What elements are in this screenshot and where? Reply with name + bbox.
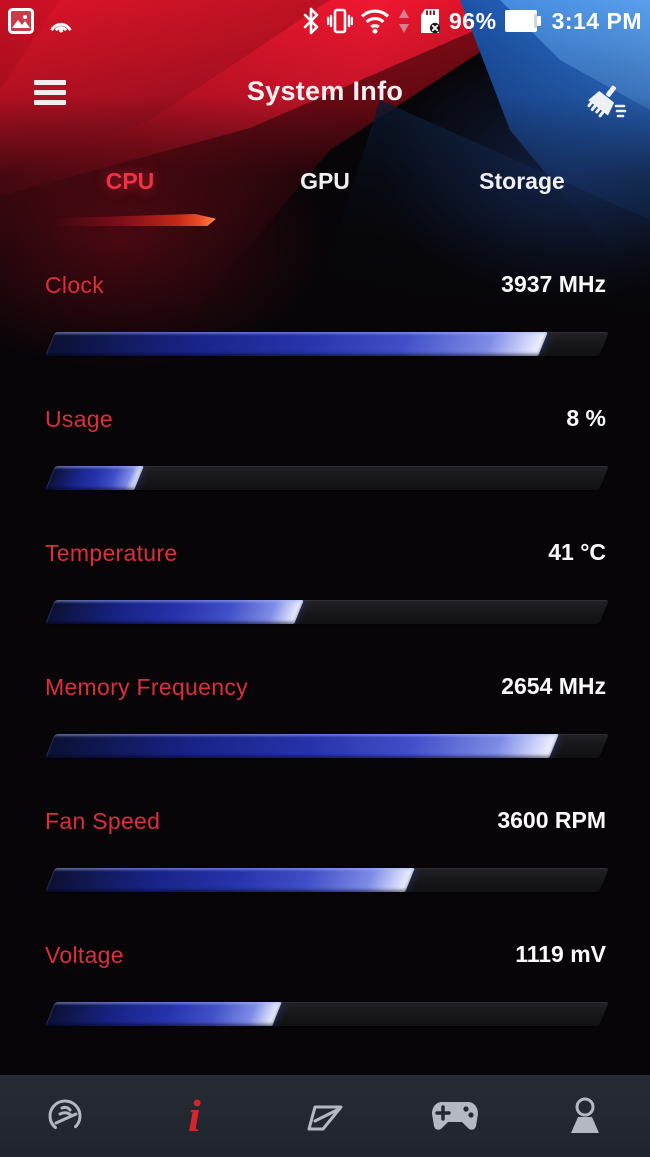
sd-card-icon (421, 9, 441, 34)
clean-button[interactable] (582, 82, 628, 124)
stat-label: Memory Frequency (45, 674, 248, 700)
progress-fill (45, 868, 415, 892)
header: System Info (0, 68, 650, 132)
stat-label: Clock (45, 272, 105, 298)
dashboard-icon (48, 1099, 82, 1133)
profile-icon (571, 1097, 599, 1133)
stat-value: 3600 RPM (497, 807, 606, 833)
stat-row-clock: Clock 3937 MHz (0, 262, 650, 382)
stat-value: 8 % (566, 405, 606, 431)
progress-fill (45, 734, 559, 758)
bluetooth-icon (303, 7, 319, 35)
stat-value: 41 °C (548, 539, 606, 565)
nav-dashboard[interactable] (0, 1075, 130, 1157)
gamepad-icon (432, 1102, 478, 1130)
tab-storage[interactable]: Storage (479, 168, 565, 194)
stat-row-memory-frequency: Memory Frequency 2654 MHz (0, 664, 650, 784)
stat-value: 1119 mV (515, 941, 606, 967)
wifi-icon (360, 9, 390, 34)
progress-track (45, 466, 609, 490)
stat-value: 2654 MHz (501, 673, 606, 699)
active-tab-indicator (44, 214, 216, 226)
clock-time: 3:14 PM (551, 7, 642, 34)
stat-label: Temperature (45, 540, 178, 566)
progress-fill (45, 1002, 282, 1026)
progress-fill (45, 466, 144, 490)
bottom-nav: i (0, 1074, 650, 1157)
tab-gpu[interactable]: GPU (300, 168, 350, 194)
stat-value: 3937 MHz (501, 271, 606, 297)
progress-track (45, 1002, 609, 1026)
nav-games[interactable] (390, 1075, 520, 1157)
page-title: System Info (246, 76, 404, 106)
status-bar: 96% 3:14 PM (0, 0, 650, 42)
nav-console[interactable] (260, 1075, 390, 1157)
stat-row-voltage: Voltage 1119 mV (0, 932, 650, 1052)
stat-row-fan-speed: Fan Speed 3600 RPM (0, 798, 650, 918)
battery-icon (504, 10, 541, 32)
progress-track (45, 868, 609, 892)
stat-label: Fan Speed (45, 808, 161, 834)
nav-system-info[interactable]: i (130, 1075, 260, 1157)
stat-row-temperature: Temperature 41 °C (0, 530, 650, 650)
progress-track (45, 332, 609, 356)
progress-track (45, 600, 609, 624)
system-info-icon: i (188, 1091, 201, 1141)
cast-icon (50, 23, 72, 33)
stat-label: Voltage (45, 942, 124, 968)
progress-fill (45, 332, 548, 356)
progress-fill (45, 600, 305, 624)
console-icon (307, 1105, 343, 1131)
progress-track (45, 734, 609, 758)
data-arrows-icon (399, 9, 410, 33)
broom-icon (587, 85, 627, 118)
battery-percent: 96% (449, 7, 497, 34)
gallery-icon (8, 8, 34, 34)
vibrate-icon (327, 8, 354, 34)
svg-text:i: i (188, 1091, 201, 1141)
nav-profile[interactable] (520, 1075, 650, 1157)
stat-row-usage: Usage 8 % (0, 396, 650, 516)
tab-cpu[interactable]: CPU (105, 168, 155, 194)
stat-label: Usage (45, 406, 113, 432)
